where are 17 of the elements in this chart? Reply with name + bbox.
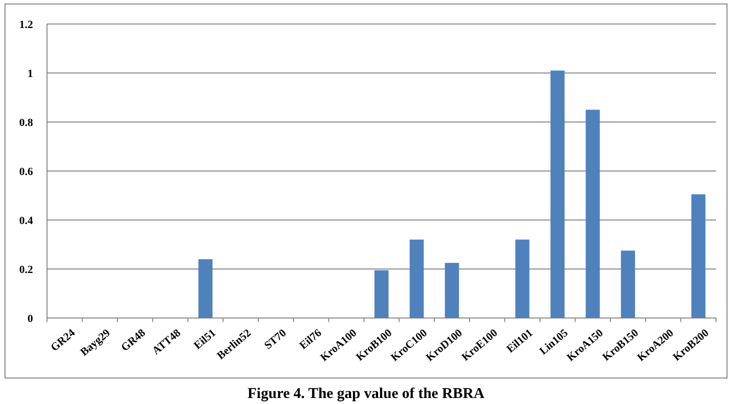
bar	[586, 110, 600, 318]
y-tick-label: 0.2	[19, 264, 34, 276]
y-tick-label: 0.8	[19, 116, 34, 129]
bar	[410, 240, 424, 318]
y-tick-label: 0.6	[19, 166, 34, 178]
bar	[444, 262, 459, 318]
bar	[374, 270, 389, 318]
text: Figure 4. The gap value of the RBRA	[248, 386, 485, 402]
y-tick-label: 0.4	[19, 214, 34, 227]
bar	[691, 194, 706, 318]
bar	[198, 259, 212, 318]
bar	[550, 70, 565, 318]
bar	[620, 250, 636, 318]
bar	[515, 240, 530, 318]
y-tick-label: 1.2	[19, 18, 34, 31]
y-tick-label: 1	[28, 68, 33, 80]
y-tick-label: 0	[28, 312, 34, 325]
